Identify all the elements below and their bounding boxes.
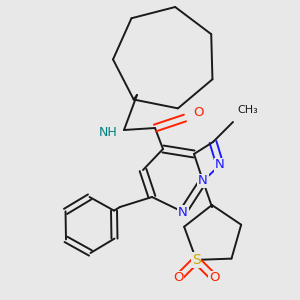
Text: N: N (215, 158, 225, 172)
Text: N: N (198, 175, 208, 188)
Text: O: O (173, 272, 184, 284)
Text: S: S (192, 253, 201, 267)
Text: NH: NH (99, 127, 117, 140)
Text: CH₃: CH₃ (238, 105, 258, 115)
Text: O: O (209, 272, 220, 284)
Text: N: N (178, 206, 188, 218)
Text: O: O (193, 106, 203, 119)
